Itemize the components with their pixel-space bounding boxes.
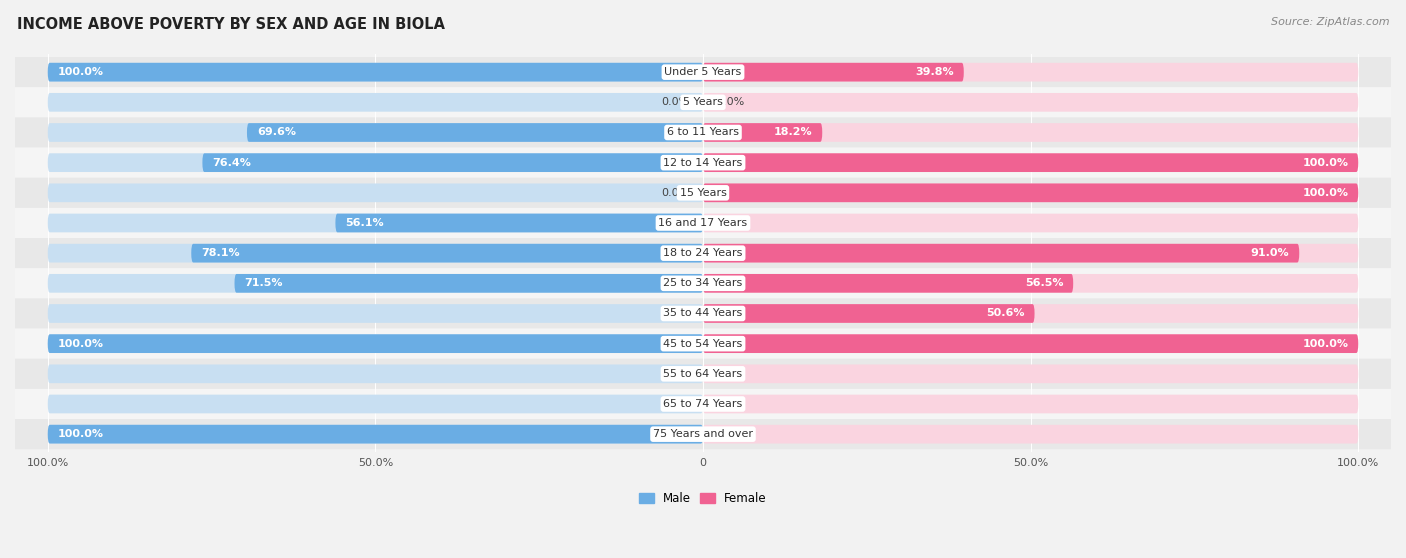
FancyBboxPatch shape — [703, 334, 1358, 353]
Text: 0.0%: 0.0% — [662, 188, 690, 198]
FancyBboxPatch shape — [15, 147, 1391, 178]
FancyBboxPatch shape — [703, 123, 1358, 142]
Text: 5 Years: 5 Years — [683, 97, 723, 107]
Text: 0.0%: 0.0% — [662, 97, 690, 107]
FancyBboxPatch shape — [15, 299, 1391, 329]
FancyBboxPatch shape — [703, 395, 1358, 413]
FancyBboxPatch shape — [48, 425, 703, 444]
FancyBboxPatch shape — [48, 395, 703, 413]
FancyBboxPatch shape — [48, 425, 703, 444]
Text: 0.0%: 0.0% — [662, 399, 690, 409]
FancyBboxPatch shape — [235, 274, 703, 293]
Text: 56.5%: 56.5% — [1025, 278, 1063, 288]
Text: 35 to 44 Years: 35 to 44 Years — [664, 309, 742, 319]
Legend: Male, Female: Male, Female — [634, 488, 772, 510]
FancyBboxPatch shape — [48, 304, 703, 323]
FancyBboxPatch shape — [15, 359, 1391, 389]
Text: Source: ZipAtlas.com: Source: ZipAtlas.com — [1271, 17, 1389, 27]
FancyBboxPatch shape — [703, 184, 1358, 202]
FancyBboxPatch shape — [48, 184, 703, 202]
Text: 0.0%: 0.0% — [716, 218, 744, 228]
FancyBboxPatch shape — [703, 63, 963, 81]
FancyBboxPatch shape — [703, 304, 1358, 323]
FancyBboxPatch shape — [48, 274, 703, 293]
FancyBboxPatch shape — [703, 93, 1358, 112]
Text: 45 to 54 Years: 45 to 54 Years — [664, 339, 742, 349]
Text: 69.6%: 69.6% — [257, 127, 295, 137]
FancyBboxPatch shape — [48, 364, 703, 383]
FancyBboxPatch shape — [703, 153, 1358, 172]
FancyBboxPatch shape — [703, 184, 1358, 202]
Text: 56.1%: 56.1% — [346, 218, 384, 228]
Text: 100.0%: 100.0% — [1302, 158, 1348, 167]
Text: 55 to 64 Years: 55 to 64 Years — [664, 369, 742, 379]
Text: 6 to 11 Years: 6 to 11 Years — [666, 127, 740, 137]
FancyBboxPatch shape — [202, 153, 703, 172]
Text: 12 to 14 Years: 12 to 14 Years — [664, 158, 742, 167]
FancyBboxPatch shape — [15, 389, 1391, 419]
Text: 0.0%: 0.0% — [716, 399, 744, 409]
FancyBboxPatch shape — [15, 419, 1391, 449]
FancyBboxPatch shape — [703, 244, 1299, 262]
Text: 91.0%: 91.0% — [1251, 248, 1289, 258]
FancyBboxPatch shape — [48, 334, 703, 353]
Text: Under 5 Years: Under 5 Years — [665, 67, 741, 77]
Text: 0.0%: 0.0% — [716, 369, 744, 379]
FancyBboxPatch shape — [703, 244, 1358, 262]
FancyBboxPatch shape — [15, 268, 1391, 299]
FancyBboxPatch shape — [336, 214, 703, 232]
Text: 78.1%: 78.1% — [201, 248, 239, 258]
Text: 25 to 34 Years: 25 to 34 Years — [664, 278, 742, 288]
FancyBboxPatch shape — [191, 244, 703, 262]
FancyBboxPatch shape — [15, 178, 1391, 208]
FancyBboxPatch shape — [703, 334, 1358, 353]
FancyBboxPatch shape — [15, 238, 1391, 268]
FancyBboxPatch shape — [48, 214, 703, 232]
FancyBboxPatch shape — [703, 63, 1358, 81]
FancyBboxPatch shape — [703, 304, 1035, 323]
FancyBboxPatch shape — [48, 153, 703, 172]
FancyBboxPatch shape — [15, 117, 1391, 147]
Text: 39.8%: 39.8% — [915, 67, 953, 77]
Text: 16 and 17 Years: 16 and 17 Years — [658, 218, 748, 228]
FancyBboxPatch shape — [15, 87, 1391, 117]
Text: 15 Years: 15 Years — [679, 188, 727, 198]
Text: 100.0%: 100.0% — [1302, 339, 1348, 349]
Text: 0.0%: 0.0% — [662, 309, 690, 319]
Text: 18 to 24 Years: 18 to 24 Years — [664, 248, 742, 258]
Text: 100.0%: 100.0% — [58, 67, 104, 77]
Text: 0.0%: 0.0% — [716, 429, 744, 439]
FancyBboxPatch shape — [15, 57, 1391, 87]
Text: INCOME ABOVE POVERTY BY SEX AND AGE IN BIOLA: INCOME ABOVE POVERTY BY SEX AND AGE IN B… — [17, 17, 444, 32]
Text: 75 Years and over: 75 Years and over — [652, 429, 754, 439]
Text: 65 to 74 Years: 65 to 74 Years — [664, 399, 742, 409]
FancyBboxPatch shape — [703, 123, 823, 142]
FancyBboxPatch shape — [48, 334, 703, 353]
FancyBboxPatch shape — [703, 214, 1358, 232]
Text: 50.6%: 50.6% — [986, 309, 1025, 319]
FancyBboxPatch shape — [15, 329, 1391, 359]
Text: 0.0%: 0.0% — [662, 369, 690, 379]
Text: 100.0%: 100.0% — [58, 339, 104, 349]
Text: 76.4%: 76.4% — [212, 158, 252, 167]
FancyBboxPatch shape — [703, 153, 1358, 172]
FancyBboxPatch shape — [703, 425, 1358, 444]
Text: 100.0%: 100.0% — [58, 429, 104, 439]
FancyBboxPatch shape — [48, 63, 703, 81]
FancyBboxPatch shape — [48, 123, 703, 142]
FancyBboxPatch shape — [48, 244, 703, 262]
Text: 71.5%: 71.5% — [245, 278, 283, 288]
Text: 100.0%: 100.0% — [1302, 188, 1348, 198]
FancyBboxPatch shape — [703, 274, 1073, 293]
FancyBboxPatch shape — [48, 63, 703, 81]
Text: 18.2%: 18.2% — [773, 127, 813, 137]
FancyBboxPatch shape — [247, 123, 703, 142]
FancyBboxPatch shape — [703, 274, 1358, 293]
FancyBboxPatch shape — [703, 364, 1358, 383]
Text: 0.0%: 0.0% — [716, 97, 744, 107]
FancyBboxPatch shape — [48, 93, 703, 112]
FancyBboxPatch shape — [15, 208, 1391, 238]
